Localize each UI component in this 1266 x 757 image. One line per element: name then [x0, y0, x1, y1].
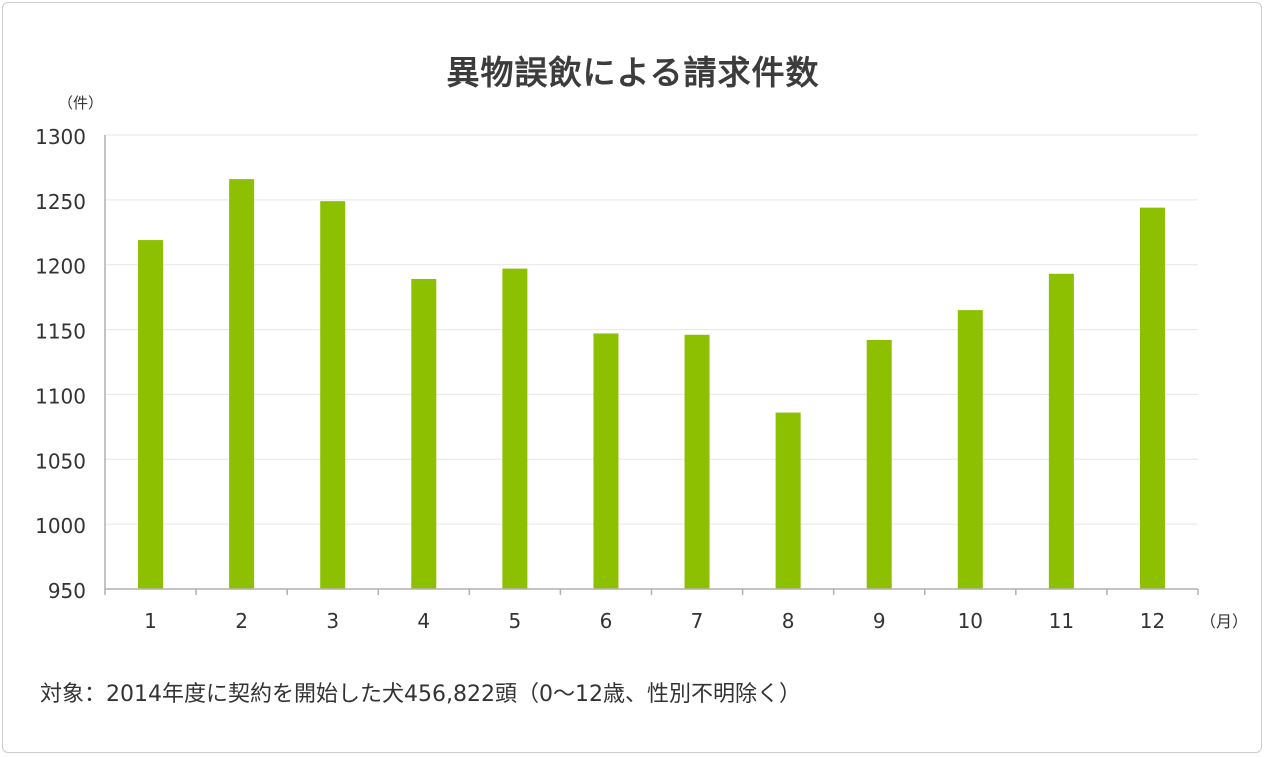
bar-month-4 [411, 278, 437, 589]
y-tick-label: 1000 [35, 514, 86, 538]
y-tick-label: 1300 [35, 125, 86, 149]
x-tick-label: 2 [235, 609, 248, 633]
y-axis-unit-label: （件） [58, 94, 103, 112]
x-tick-label: 8 [782, 609, 795, 633]
x-tick-label: 11 [1049, 609, 1074, 633]
bar-month-2 [229, 179, 255, 590]
x-tick-label: 12 [1140, 609, 1165, 633]
footnote: 対象：2014年度に契約を開始した犬456,822頭（0～12歳、性別不明除く） [40, 682, 801, 707]
x-tick-label: 1 [144, 609, 157, 633]
y-tick-label: 1150 [35, 320, 86, 344]
bars [138, 179, 1165, 590]
x-tick-label: 10 [958, 609, 983, 633]
bar-month-10 [957, 310, 983, 589]
bar-month-8 [775, 412, 801, 589]
bar-month-3 [320, 201, 346, 589]
x-tick-label: 4 [417, 609, 430, 633]
x-tick-label: 9 [873, 609, 886, 633]
bar-month-1 [138, 240, 164, 589]
bar-month-7 [684, 334, 710, 589]
x-tick-label: 7 [691, 609, 704, 633]
y-tick-label: 1050 [35, 449, 86, 473]
bar-month-11 [1048, 273, 1074, 589]
x-tick-label: 5 [509, 609, 522, 633]
x-tick-label: 6 [600, 609, 613, 633]
y-tick-label: 1100 [35, 384, 86, 408]
y-tick-label: 950 [48, 579, 86, 603]
x-axis-unit-label: （月） [1200, 612, 1248, 631]
gridlines [105, 134, 1198, 525]
y-tick-label: 1200 [35, 255, 86, 279]
axes [104, 135, 1199, 595]
bar-month-6 [593, 333, 619, 589]
bar-month-5 [502, 268, 528, 589]
chart-title: 異物誤飲による請求件数 [446, 53, 820, 92]
y-tick-label: 1250 [35, 190, 86, 214]
x-tick-label: 3 [326, 609, 339, 633]
bar-month-9 [866, 339, 892, 589]
bar-month-12 [1139, 207, 1165, 589]
